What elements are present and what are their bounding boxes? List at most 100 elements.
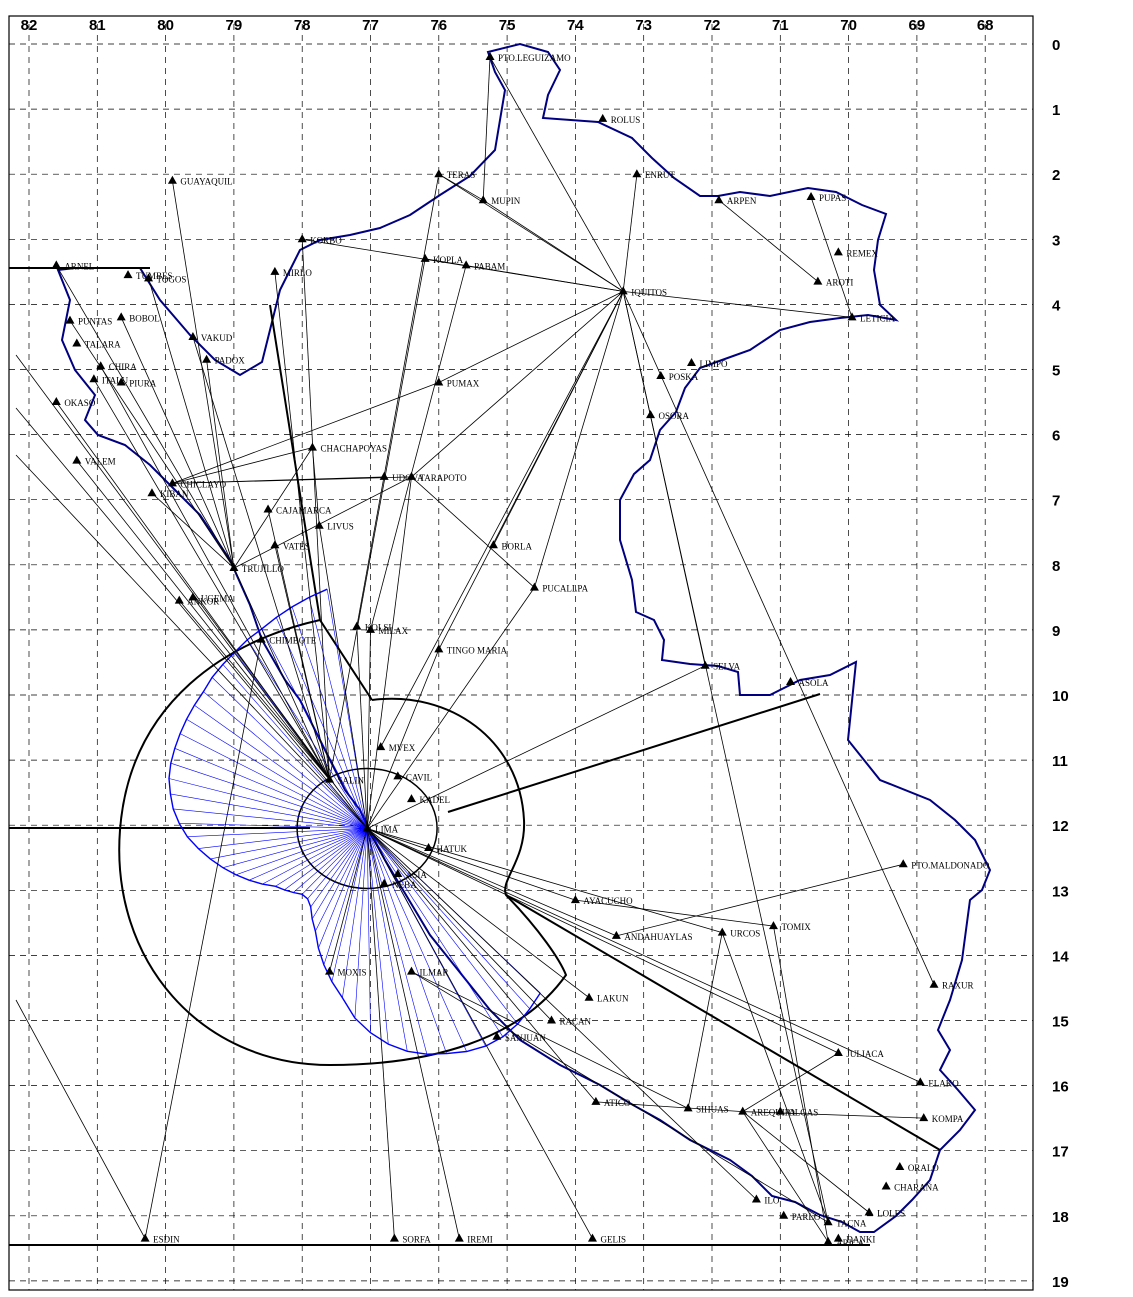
station-label: ELAKO: [928, 1078, 959, 1088]
link-line: [380, 291, 624, 748]
triangle-marker-icon: [72, 455, 82, 464]
triangle-marker-icon: [229, 563, 239, 572]
triangle-marker-icon: [325, 774, 335, 783]
link-line: [773, 926, 829, 1242]
station-label: PIURA: [129, 379, 157, 389]
station-pupas: PUPAS: [806, 191, 846, 203]
triangle-marker-icon: [823, 1217, 833, 1226]
triangle-marker-icon: [591, 1096, 601, 1105]
station-label: BOBOL: [129, 313, 160, 323]
lat-tick-label: 13: [1052, 883, 1069, 900]
link-line: [76, 460, 330, 780]
station-label: MILAX: [379, 626, 409, 636]
link-line: [411, 476, 535, 588]
rose-spoke: [235, 828, 368, 876]
triangle-marker-icon: [461, 260, 471, 269]
station-pucallpa: PUCALLPA: [529, 582, 589, 594]
rose-spoke: [261, 628, 368, 829]
lon-tick-label: 76: [430, 17, 447, 34]
link-line: [742, 1111, 870, 1213]
station-label: CHIRA: [109, 362, 138, 372]
triangle-marker-icon: [898, 859, 908, 868]
lat-tick-label: 15: [1052, 1014, 1069, 1031]
station-label: TERAS: [447, 170, 476, 180]
station-label: KOLSI: [365, 623, 392, 633]
lat-tick-label: 2: [1052, 167, 1060, 184]
triangle-marker-icon: [147, 488, 157, 497]
triangle-marker-icon: [779, 1210, 789, 1219]
link-line: [687, 932, 723, 1109]
triangle-marker-icon: [768, 921, 778, 930]
triangle-marker-icon: [611, 930, 621, 939]
rose-spoke: [291, 606, 368, 829]
triangle-marker-icon: [919, 1113, 929, 1122]
link-line: [438, 291, 624, 383]
lon-tick-label: 70: [840, 17, 857, 34]
link-line: [356, 626, 368, 829]
station-puntas: PUNTAS: [65, 315, 112, 327]
triangle-marker-icon: [847, 312, 857, 321]
lat-tick-label: 4: [1052, 297, 1061, 314]
station-label: AROTI: [826, 278, 854, 288]
link-line: [366, 828, 597, 1103]
rose-spoke: [323, 828, 368, 965]
station-label: JULIACA: [846, 1049, 884, 1059]
link-line: [742, 1111, 924, 1119]
rose-spoke: [170, 793, 368, 829]
lon-tick-label: 80: [157, 17, 174, 34]
link-line: [274, 545, 330, 780]
link-line: [192, 597, 330, 780]
station-padox: PADOX: [202, 354, 245, 366]
station-livus: LIVUS: [314, 520, 354, 532]
link-line: [366, 828, 395, 1239]
station-italu: ITALU: [89, 374, 129, 385]
station-label: LETICIA: [860, 313, 895, 323]
station-talara: TALARA: [72, 338, 121, 349]
link-line: [366, 828, 617, 937]
station-label: KOPLA: [433, 255, 464, 265]
station-label: URCOS: [730, 929, 760, 939]
station-kopla: KOPLA: [420, 253, 464, 265]
station-label: AREQUIPA: [751, 1108, 796, 1118]
graticule: [9, 24, 1033, 1290]
station-label: KADEL: [419, 795, 450, 805]
rose-spoke: [222, 664, 368, 829]
link-line: [15, 354, 368, 829]
lat-tick-label: 10: [1052, 688, 1069, 705]
triangle-marker-icon: [656, 371, 666, 380]
station-label: LIMA: [375, 824, 398, 834]
triangle-marker-icon: [895, 1161, 905, 1170]
triangle-marker-icon: [632, 169, 642, 178]
station-label: AYACUCHO: [583, 896, 633, 906]
triangle-marker-icon: [379, 878, 389, 887]
station-vates: VATES: [270, 540, 310, 551]
link-line: [411, 291, 624, 478]
lat-tick-label: 0: [1052, 37, 1060, 54]
region-outlines: [9, 42, 992, 1246]
station-mirlo: MIRLO: [270, 266, 312, 278]
link-line: [370, 265, 467, 631]
lat-tick-label: 14: [1052, 948, 1069, 965]
triangle-marker-icon: [738, 1106, 748, 1115]
lat-tick-label: 18: [1052, 1209, 1069, 1226]
station-label: ILMAR: [419, 968, 448, 978]
triangle-marker-icon: [751, 1194, 761, 1203]
rose-spoke: [310, 828, 368, 908]
station-loles: LOLES: [864, 1207, 905, 1219]
station-label: TOGOS: [157, 274, 187, 284]
station-label: TACNA: [836, 1218, 867, 1228]
lat-tick-label: 8: [1052, 558, 1060, 575]
station-label: LIVUS: [327, 522, 354, 532]
station-label: VATES: [283, 541, 310, 551]
station-label: KOMPA: [932, 1114, 964, 1124]
link-line: [301, 239, 330, 780]
rose-spoke: [342, 828, 368, 998]
lat-tick-label: 6: [1052, 428, 1060, 445]
lat-tick-label: 1: [1052, 102, 1060, 119]
link-line: [192, 336, 330, 780]
station-label: MUPIN: [491, 196, 521, 206]
station-raxur: RAXUR: [929, 979, 973, 991]
link-line: [144, 639, 262, 1239]
lon-tick-label: 69: [909, 17, 926, 34]
